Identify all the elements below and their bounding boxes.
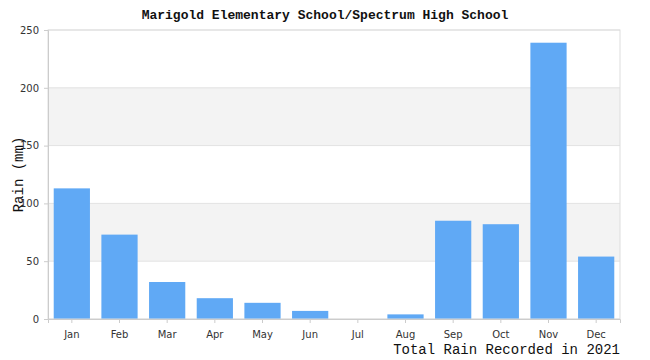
x-tick-label: Jun <box>301 329 318 340</box>
x-tick: Apr <box>206 319 224 340</box>
x-tick: Mar <box>158 319 178 340</box>
x-tick-label: May <box>252 329 273 340</box>
y-tick-mark <box>44 203 48 204</box>
x-tick: Oct <box>492 319 509 340</box>
bar <box>244 303 280 319</box>
x-tick-mark <box>214 319 215 323</box>
bars <box>54 43 615 319</box>
x-axis-title: Total Rain Recorded in 2021 <box>393 342 620 358</box>
chart: 050100150200250JanFebMarAprMayJunJulAugS… <box>0 0 650 360</box>
x-axis: Jan Feb Mar Apr May Jun Jul Aug Sep Oct Nov Dec <box>49 319 621 340</box>
plot-frame <box>48 30 620 319</box>
x-tick: Jan <box>63 319 79 340</box>
bar <box>54 188 90 319</box>
x-tick-label: Aug <box>396 329 416 340</box>
x-tick-mark <box>71 319 72 323</box>
x-tick-label: Nov <box>539 329 559 340</box>
bar <box>149 282 185 319</box>
x-tick-mark <box>596 319 597 323</box>
x-tick-mark <box>405 319 406 323</box>
title: Marigold Elementary School/Spectrum High… <box>142 8 509 23</box>
x-tick: Dec <box>586 319 605 340</box>
y-tick-mark <box>44 261 48 262</box>
x-tick: Jul <box>351 319 364 340</box>
y-tick-label: 0 <box>33 314 39 325</box>
x-tick-label: Sep <box>444 329 463 340</box>
x-tick-mark <box>357 319 358 323</box>
y-tick-label: 250 <box>20 25 39 36</box>
bar <box>292 311 328 319</box>
x-axis-line <box>49 320 621 324</box>
x-tick-mark <box>500 319 501 323</box>
x-tick: Sep <box>444 319 463 340</box>
x-tick-label: Jan <box>63 329 79 340</box>
x-tick-label: Oct <box>492 329 509 340</box>
x-tick-mark <box>310 319 311 323</box>
x-tick-mark <box>453 319 454 323</box>
x-tick-label: Dec <box>586 329 605 340</box>
x-tick-label: Jul <box>351 329 364 340</box>
x-tick-label: Feb <box>111 329 129 340</box>
x-tick-mark <box>262 319 263 323</box>
y-axis-line <box>44 31 49 320</box>
y-tick-mark <box>44 319 48 320</box>
x-tick-label: Mar <box>158 329 178 340</box>
bar <box>483 224 519 319</box>
x-tick-label: Apr <box>206 329 224 340</box>
y-tick-label: 50 <box>26 256 39 267</box>
y-tick-mark <box>44 30 48 31</box>
y-tick: 0 <box>33 314 48 325</box>
y-axis-title: Rain (mm) <box>11 137 27 213</box>
bar <box>435 221 471 319</box>
x-tick: Feb <box>111 319 129 340</box>
y-tick-label: 200 <box>20 83 39 94</box>
x-tick: May <box>252 319 273 340</box>
plot: 050100150200250JanFebMarAprMayJunJulAugS… <box>20 25 621 340</box>
y-tick-mark <box>44 146 48 147</box>
x-tick: Jun <box>301 319 318 340</box>
bar <box>387 314 423 319</box>
bar <box>101 235 137 319</box>
x-tick: Aug <box>396 319 416 340</box>
bar <box>530 43 566 319</box>
plot-background <box>48 30 620 319</box>
y-tick-mark <box>44 88 48 89</box>
x-tick-mark <box>548 319 549 323</box>
x-tick: Nov <box>539 319 559 340</box>
y-tick: 50 <box>26 256 48 267</box>
x-tick-mark <box>167 319 168 323</box>
bar <box>578 257 614 319</box>
bar <box>197 298 233 319</box>
x-tick-mark <box>119 319 120 323</box>
y-tick: 200 <box>20 83 48 94</box>
y-tick: 250 <box>20 25 48 36</box>
